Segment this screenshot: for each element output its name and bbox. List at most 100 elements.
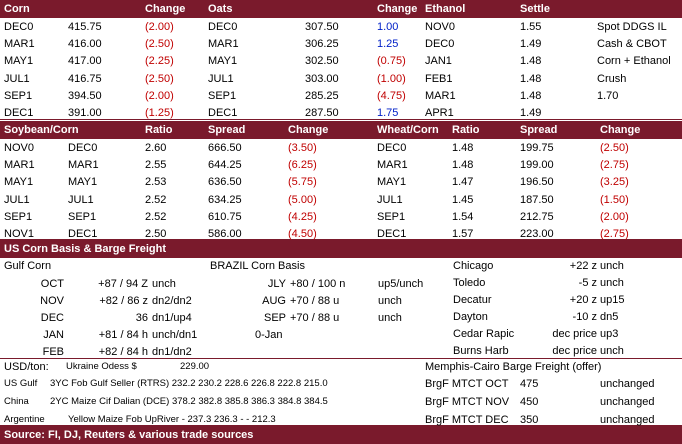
basis-value: +20 z xyxy=(569,294,597,306)
table-cell: (1.00) xyxy=(377,72,406,85)
table-cell: 196.50 xyxy=(520,176,554,189)
column-header: Corn xyxy=(4,3,30,15)
table-cell: (1.50) xyxy=(600,193,629,206)
table-cell: 634.25 xyxy=(208,193,242,206)
basis-change: dn1/up4 xyxy=(152,312,192,324)
barge-value: 350 xyxy=(520,414,539,426)
table-cell: 1.48 xyxy=(452,142,474,154)
column-header: Change xyxy=(288,124,329,136)
barge-value: 475 xyxy=(520,378,539,390)
table-cell: 285.25 xyxy=(305,89,339,102)
table-cell: 307.50 xyxy=(305,21,339,33)
barge-value: 450 xyxy=(520,396,539,408)
price-row: Yellow Maize Fob UpRiver - 237.3 236.3 -… xyxy=(68,414,276,425)
table-cell: (2.50) xyxy=(145,38,174,51)
table-cell: (3.25) xyxy=(600,176,629,189)
table-cell: Spot DDGS IL xyxy=(597,21,667,33)
table-cell: 2.53 xyxy=(145,176,167,189)
table-cell: JUL1 xyxy=(377,193,403,206)
table-cell: (4.25) xyxy=(288,210,317,223)
basis-change: up15 xyxy=(600,294,625,306)
column-header: Change xyxy=(600,124,641,136)
table-cell: Cash & CBOT xyxy=(597,38,667,51)
basis-change: unch xyxy=(600,345,624,357)
table-cell: NOV1 xyxy=(4,228,34,240)
table-cell: MAR1 xyxy=(425,89,456,102)
month: AUG xyxy=(262,295,286,307)
basis-value: +87 / 94 Z xyxy=(98,278,148,290)
table-cell: JUL1 xyxy=(68,193,94,206)
table-cell: SEP1 xyxy=(377,210,406,223)
table-cell: 2.52 xyxy=(145,210,167,223)
table-cell: JUL1 xyxy=(4,72,30,85)
header-band xyxy=(0,240,682,258)
month: JLY xyxy=(267,278,286,290)
table-cell: JAN1 xyxy=(425,55,452,68)
divider xyxy=(0,239,682,240)
basis-change: unch xyxy=(152,278,176,290)
table-cell: (2.50) xyxy=(145,72,174,85)
origin: US Gulf xyxy=(4,378,38,389)
price-row: 3YC Fob Gulf Seller (RTRS) 232.2 230.2 2… xyxy=(50,378,328,389)
header-band xyxy=(0,121,682,139)
table-cell: 1.48 xyxy=(520,89,542,102)
origin: Argentine xyxy=(4,414,45,425)
group-title: BRAZIL Corn Basis xyxy=(210,260,305,272)
table-cell: DEC0 xyxy=(425,38,455,51)
group-title: Gulf Corn xyxy=(4,260,52,272)
table-cell: 1.49 xyxy=(520,107,542,119)
table-cell: 1.70 xyxy=(597,89,619,102)
table-cell: 2.50 xyxy=(145,228,167,240)
column-header: Spread xyxy=(520,124,558,136)
origin: China xyxy=(4,396,29,407)
table-cell: MAY1 xyxy=(208,55,238,68)
table-cell: 636.50 xyxy=(208,176,242,189)
table-cell: MAY1 xyxy=(4,55,34,68)
basis-value: +70 / 88 u xyxy=(290,312,340,324)
month: OCT xyxy=(40,278,64,290)
table-cell: DEC1 xyxy=(68,228,98,240)
basis-value: dec price xyxy=(552,345,597,357)
barge-change: unchanged xyxy=(600,414,655,426)
table-cell: 416.75 xyxy=(68,72,102,85)
table-cell: 1.48 xyxy=(452,159,474,172)
table-cell: (1.25) xyxy=(145,107,174,119)
basis-value: +70 / 88 u xyxy=(290,295,340,307)
table-cell: 1.48 xyxy=(520,72,542,85)
table-cell: NOV0 xyxy=(425,21,455,33)
table-cell: MAR1 xyxy=(377,159,408,172)
basis-change: unch xyxy=(378,295,402,307)
basis-value: -10 z xyxy=(572,311,597,323)
table-cell: 2.60 xyxy=(145,142,167,154)
location: Chicago xyxy=(453,260,494,272)
group-title: Memphis-Cairo Barge Freight (offer) xyxy=(425,361,602,373)
basis-value: +82 / 84 h xyxy=(98,346,148,358)
table-cell: (2.25) xyxy=(145,55,174,68)
table-cell: 416.00 xyxy=(68,38,102,51)
section-title: US Corn Basis & Barge Freight xyxy=(4,243,166,255)
table-cell: DEC0 xyxy=(377,142,407,154)
basis-value: +81 / 84 h xyxy=(98,329,148,341)
table-cell: DEC0 xyxy=(4,21,34,33)
table-cell: 199.75 xyxy=(520,142,554,154)
location: Toledo xyxy=(453,277,486,289)
month: SEP xyxy=(263,312,286,324)
table-cell: SEP1 xyxy=(4,210,33,223)
table-cell: (2.75) xyxy=(600,228,629,240)
table-cell: (5.00) xyxy=(288,193,317,206)
table-cell: 1.45 xyxy=(452,193,474,206)
basis-change: up3 xyxy=(600,328,619,340)
basis-change: unch xyxy=(600,260,624,272)
table-cell: (4.50) xyxy=(288,228,317,240)
barge-label: BrgF MTCT DEC xyxy=(425,414,509,426)
footer-text: Source: FI, DJ, Reuters & various trade … xyxy=(4,429,254,441)
table-cell: 1.48 xyxy=(520,55,542,68)
table-cell: (0.75) xyxy=(377,55,406,68)
header-band xyxy=(0,0,682,18)
table-cell: DEC1 xyxy=(377,228,407,240)
table-cell: JUL1 xyxy=(4,193,30,206)
footer-band xyxy=(0,425,682,444)
basis-change: dn2/dn2 xyxy=(152,295,192,307)
table-cell: MAR1 xyxy=(4,159,35,172)
table-cell: 391.00 xyxy=(68,107,102,119)
